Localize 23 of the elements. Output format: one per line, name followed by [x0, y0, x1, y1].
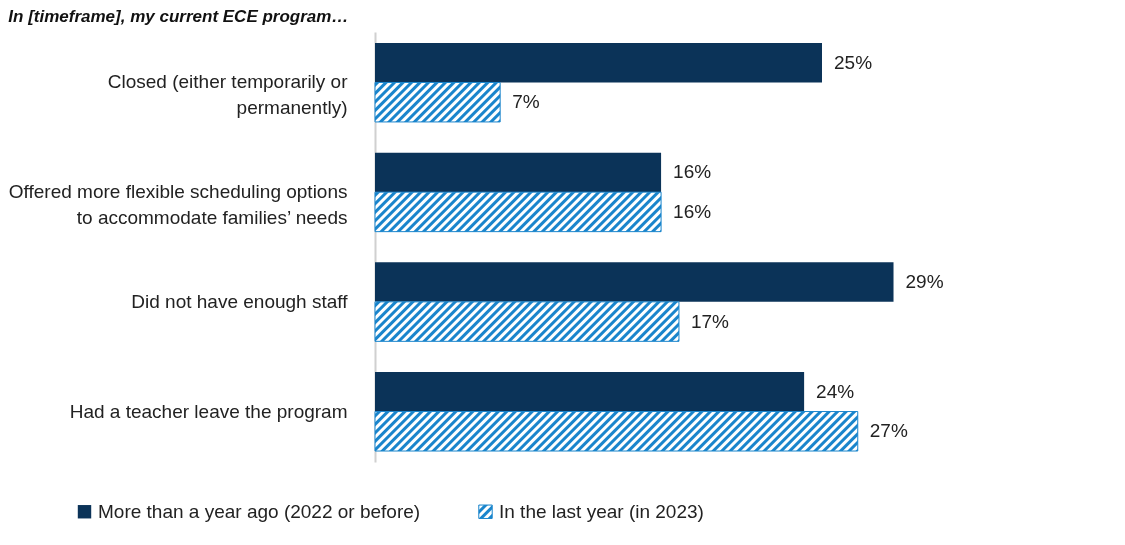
data-label: 29%	[905, 271, 944, 293]
data-label: 25%	[834, 51, 873, 73]
text: In [timeframe], my current ECE program…	[8, 7, 349, 26]
bar	[375, 152, 662, 193]
data-label: 7%	[512, 91, 540, 113]
data-label: 16%	[673, 161, 712, 183]
bar	[375, 372, 805, 412]
data-label: 16%	[673, 200, 712, 222]
data-label: 17%	[690, 310, 730, 332]
y-tick-label: Had a teacher leave the program	[69, 400, 348, 422]
bar	[375, 42, 822, 83]
data-label: 24%	[816, 380, 855, 402]
bar	[374, 81, 501, 123]
bar	[374, 301, 680, 342]
bar	[375, 262, 894, 302]
legend-label: In the last year (in 2023)	[499, 500, 704, 522]
y-tick-label: Did not have enough staff	[131, 290, 349, 312]
y-tick-label: Offered more flexible scheduling options to accommodate families’ needs	[8, 181, 348, 229]
bar	[374, 411, 859, 452]
legend-label: More than a year ago (2022 or before)	[98, 500, 421, 522]
data-label: 27%	[869, 420, 908, 442]
y-tick-label: Closed (either temporarily or permanently)	[107, 71, 349, 119]
bar	[374, 191, 662, 233]
